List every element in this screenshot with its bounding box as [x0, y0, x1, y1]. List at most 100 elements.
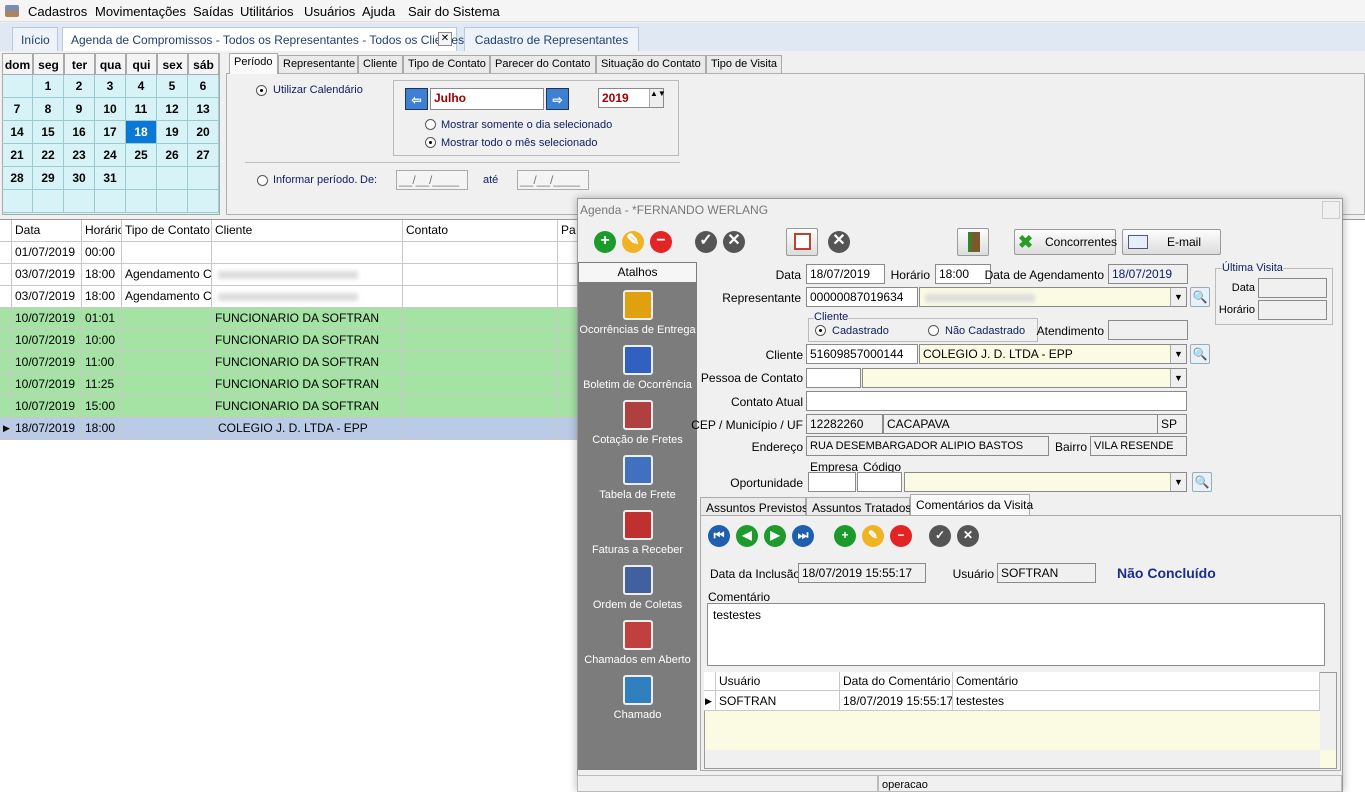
close-button[interactable] — [1322, 201, 1340, 219]
search-button[interactable]: 🔍 — [1192, 472, 1212, 492]
grid-cell[interactable] — [403, 418, 558, 440]
nav-button[interactable]: ⏮ — [708, 525, 730, 547]
nav-button[interactable]: + — [834, 525, 856, 547]
date-field[interactable]: __/__/____ — [396, 170, 468, 190]
toolbar-button[interactable]: + — [594, 231, 616, 253]
shortcut[interactable]: Chamados em Aberto — [584, 654, 691, 666]
prev-month[interactable]: ⇦ — [405, 88, 428, 110]
calendar-day[interactable]: 21 — [2, 144, 33, 167]
tab[interactable]: Agenda de Compromissos - Todos os Repres… — [62, 27, 464, 51]
input-field[interactable]: SP — [1157, 414, 1187, 434]
grid-cell[interactable]: 11:00 — [82, 352, 122, 374]
row-indicator[interactable] — [0, 286, 12, 308]
grid-cell[interactable] — [403, 286, 558, 308]
grid-cell[interactable] — [403, 396, 558, 418]
grid-cell[interactable]: 10/07/2019 — [12, 308, 82, 330]
calendar-day[interactable]: 5 — [157, 75, 188, 98]
nav-button[interactable]: − — [890, 525, 912, 547]
grid-cell[interactable]: FUNCIONARIO DA SOFTRAN — [212, 308, 403, 330]
detail-tab[interactable]: Assuntos Tratados — [806, 497, 911, 516]
menu-item[interactable]: Saídas — [193, 4, 234, 19]
nav-button[interactable]: ✕ — [957, 525, 979, 547]
column-header[interactable]: Usuário — [716, 672, 840, 691]
column-header[interactable]: Tipo de Contato — [122, 220, 212, 242]
filter-tab[interactable]: Representante — [278, 55, 358, 73]
row-indicator[interactable] — [0, 242, 12, 264]
calendar-button[interactable] — [786, 228, 818, 256]
grid-cell[interactable] — [122, 352, 212, 374]
calendar-day[interactable]: 31 — [95, 167, 126, 190]
tab[interactable]: Cadastro de Representantes — [464, 27, 639, 51]
grid-cell[interactable]: 11:25 — [82, 374, 122, 396]
grid-cell[interactable]: 18/07/2019 15:55:17 — [840, 691, 953, 711]
calendar-day[interactable]: 26 — [157, 144, 188, 167]
search-button[interactable]: 🔍 — [1190, 287, 1210, 307]
shortcut[interactable]: Boletim de Ocorrência — [583, 379, 692, 391]
input-field[interactable] — [1258, 278, 1327, 298]
grid-cell[interactable] — [122, 308, 212, 330]
grid-cell[interactable] — [212, 242, 403, 264]
button[interactable]: Concorrentes — [1014, 229, 1117, 255]
v-scrollbar[interactable] — [1320, 673, 1336, 750]
grid-cell[interactable]: 10:00 — [82, 330, 122, 352]
input-field[interactable]: 00000087019634 — [806, 287, 918, 307]
input-field[interactable]: VILA RESENDE — [1090, 436, 1187, 456]
column-header[interactable]: Contato — [403, 220, 558, 242]
calendar-day[interactable]: 28 — [2, 167, 33, 190]
shortcut-icon[interactable] — [623, 345, 653, 375]
nav-button[interactable]: ⏭ — [792, 525, 814, 547]
row-indicator[interactable] — [0, 352, 12, 374]
calendar-day[interactable]: 18 — [126, 121, 157, 144]
grid-cell[interactable]: 10/07/2019 — [12, 352, 82, 374]
filter-tab[interactable]: Cliente — [358, 55, 403, 73]
calendar-day[interactable]: 7 — [2, 98, 33, 121]
filter-tab[interactable]: Tipo de Visita — [706, 55, 782, 73]
detail-tab[interactable]: Assuntos Previstos — [700, 497, 808, 516]
column-header[interactable]: Cliente — [212, 220, 403, 242]
shortcut-icon[interactable] — [623, 455, 653, 485]
grid-cell[interactable]: 00:00 — [82, 242, 122, 264]
radio-button[interactable] — [425, 119, 436, 130]
calendar-day[interactable]: 10 — [95, 98, 126, 121]
grid-cell[interactable]: 18:00 — [82, 286, 122, 308]
shortcut-icon[interactable] — [623, 290, 653, 320]
grid-cell[interactable]: FUNCIONARIO DA SOFTRAN — [212, 330, 403, 352]
input-field[interactable]: 51609857000144 — [806, 344, 918, 364]
column-header[interactable]: Data — [12, 220, 82, 242]
shortcut-icon[interactable] — [623, 400, 653, 430]
menu-item[interactable]: Sair do Sistema — [408, 4, 500, 19]
grid-cell[interactable] — [122, 330, 212, 352]
calendar-day[interactable]: 15 — [33, 121, 64, 144]
calendar-day[interactable]: 3 — [95, 75, 126, 98]
calendar-day[interactable]: 13 — [188, 98, 219, 121]
grid-cell[interactable]: 18:00 — [82, 418, 122, 440]
filter-tab[interactable]: Situação do Contato — [596, 55, 706, 73]
grid-cell[interactable] — [403, 330, 558, 352]
input-field[interactable] — [1258, 300, 1327, 320]
calendar-day[interactable]: 17 — [95, 121, 126, 144]
toolbar-button[interactable]: ✕ — [828, 231, 850, 253]
grid-cell[interactable]: COLEGIO J. D. LTDA - EPP — [212, 418, 403, 440]
filter-tab[interactable]: Período — [229, 53, 278, 74]
calendar-day[interactable]: 25 — [126, 144, 157, 167]
grid-cell[interactable]: 10/07/2019 — [12, 374, 82, 396]
next-month[interactable]: ⇨ — [546, 88, 569, 110]
grid-cell[interactable] — [403, 352, 558, 374]
shortcut-icon[interactable] — [623, 675, 653, 705]
menu-item[interactable]: Usuários — [304, 4, 356, 19]
tab-close[interactable]: ✕ — [438, 32, 452, 46]
tab[interactable]: Início — [12, 27, 58, 51]
grid-cell[interactable]: 15:00 — [82, 396, 122, 418]
nav-button[interactable]: ▶ — [764, 525, 786, 547]
shortcut-icon[interactable] — [623, 565, 653, 595]
input-field[interactable] — [1108, 320, 1188, 340]
dropdown-button[interactable]: ▼ — [1170, 369, 1186, 387]
grid-cell[interactable]: FUNCIONARIO DA SOFTRAN — [212, 396, 403, 418]
input-field[interactable]: CACAPAVA — [883, 414, 1158, 434]
calendar-day[interactable]: 30 — [64, 167, 95, 190]
calendar-day[interactable]: 22 — [33, 144, 64, 167]
calendar-day[interactable]: 4 — [126, 75, 157, 98]
row-indicator[interactable]: ▶ — [704, 691, 716, 711]
grid-cell[interactable]: 01:01 — [82, 308, 122, 330]
search-button[interactable]: 🔍 — [1190, 344, 1210, 364]
